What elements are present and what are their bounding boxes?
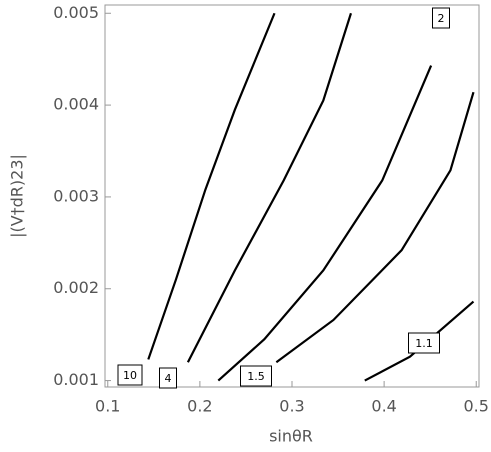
x-tick-label: 0.4 — [371, 397, 396, 416]
contour-label: 4 — [165, 372, 172, 385]
y-tick-label: 0.004 — [53, 95, 99, 114]
contour-label-box — [240, 365, 272, 387]
y-tick-label: 0.002 — [53, 278, 99, 297]
x-tick-label: 0.5 — [464, 397, 489, 416]
y-tick-label: 0.005 — [53, 3, 99, 22]
contour-label: 10 — [123, 369, 137, 382]
contour-line — [186, 12, 353, 363]
contour-line — [217, 65, 433, 382]
y-tick-label: 0.001 — [53, 370, 99, 389]
x-axis-label: sinθR — [269, 427, 313, 446]
contour-label: 1.1 — [415, 337, 433, 350]
contour-label-box — [117, 364, 143, 386]
contour-label: 2 — [438, 12, 445, 25]
y-tick-label: 0.003 — [53, 186, 99, 205]
x-tick-label: 0.2 — [187, 397, 212, 416]
contour-line — [147, 12, 276, 360]
contour-label-box — [159, 367, 177, 389]
contour-label-box — [408, 332, 440, 354]
contour-line — [275, 91, 475, 364]
contour-label-box — [432, 7, 450, 29]
y-axis-label: |(V†dR)23| — [8, 154, 27, 238]
plot-frame — [104, 4, 480, 388]
contour-label: 1.5 — [247, 370, 265, 383]
x-tick-label: 0.3 — [279, 397, 304, 416]
contour-line — [364, 300, 475, 382]
x-tick-label: 0.1 — [95, 397, 120, 416]
